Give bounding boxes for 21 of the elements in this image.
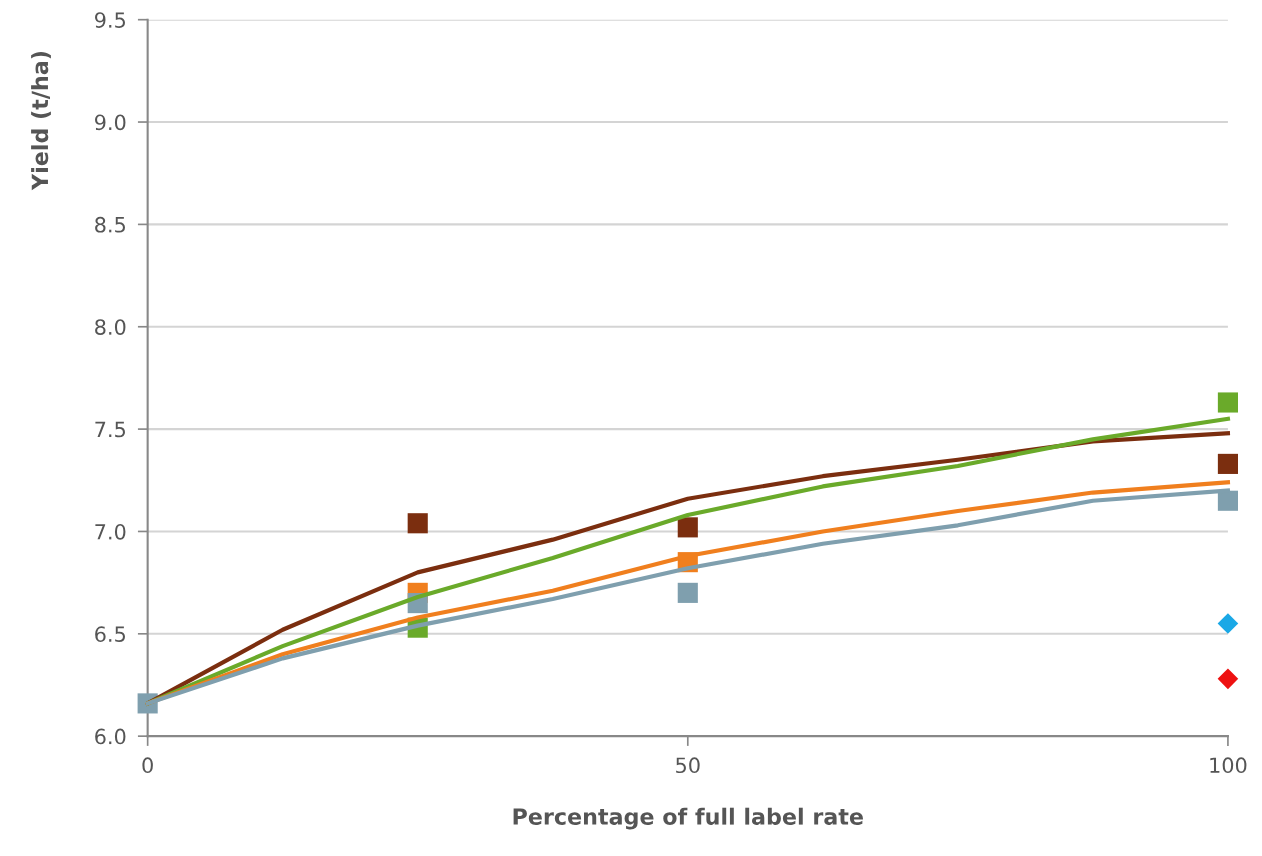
point [1217,392,1238,413]
y-tick-label: 9.5 [95,12,125,28]
point [407,513,428,534]
point [677,582,698,603]
y-tick-label: 6.5 [95,626,125,643]
point [1217,668,1239,690]
y-tick-label: 7.0 [95,523,126,540]
y-tick-label: 6.0 [95,728,126,745]
x-tick-label: 100 [1210,757,1247,774]
x-tick-label: 50 [676,757,700,774]
y-axis-title: Yield (t/ha) [31,51,51,191]
y-tick-label: 7.5 [95,421,125,438]
point [1217,613,1239,634]
x-axis-title: Percentage of full label rate [513,807,863,830]
y-tick-label: 9.0 [95,114,126,131]
point [1217,453,1238,474]
x-tick-label: 0 [142,757,153,774]
point [677,517,698,538]
y-tick-label: 8.5 [95,216,125,233]
point [1217,490,1238,511]
y-tick-label: 8.0 [95,319,126,335]
